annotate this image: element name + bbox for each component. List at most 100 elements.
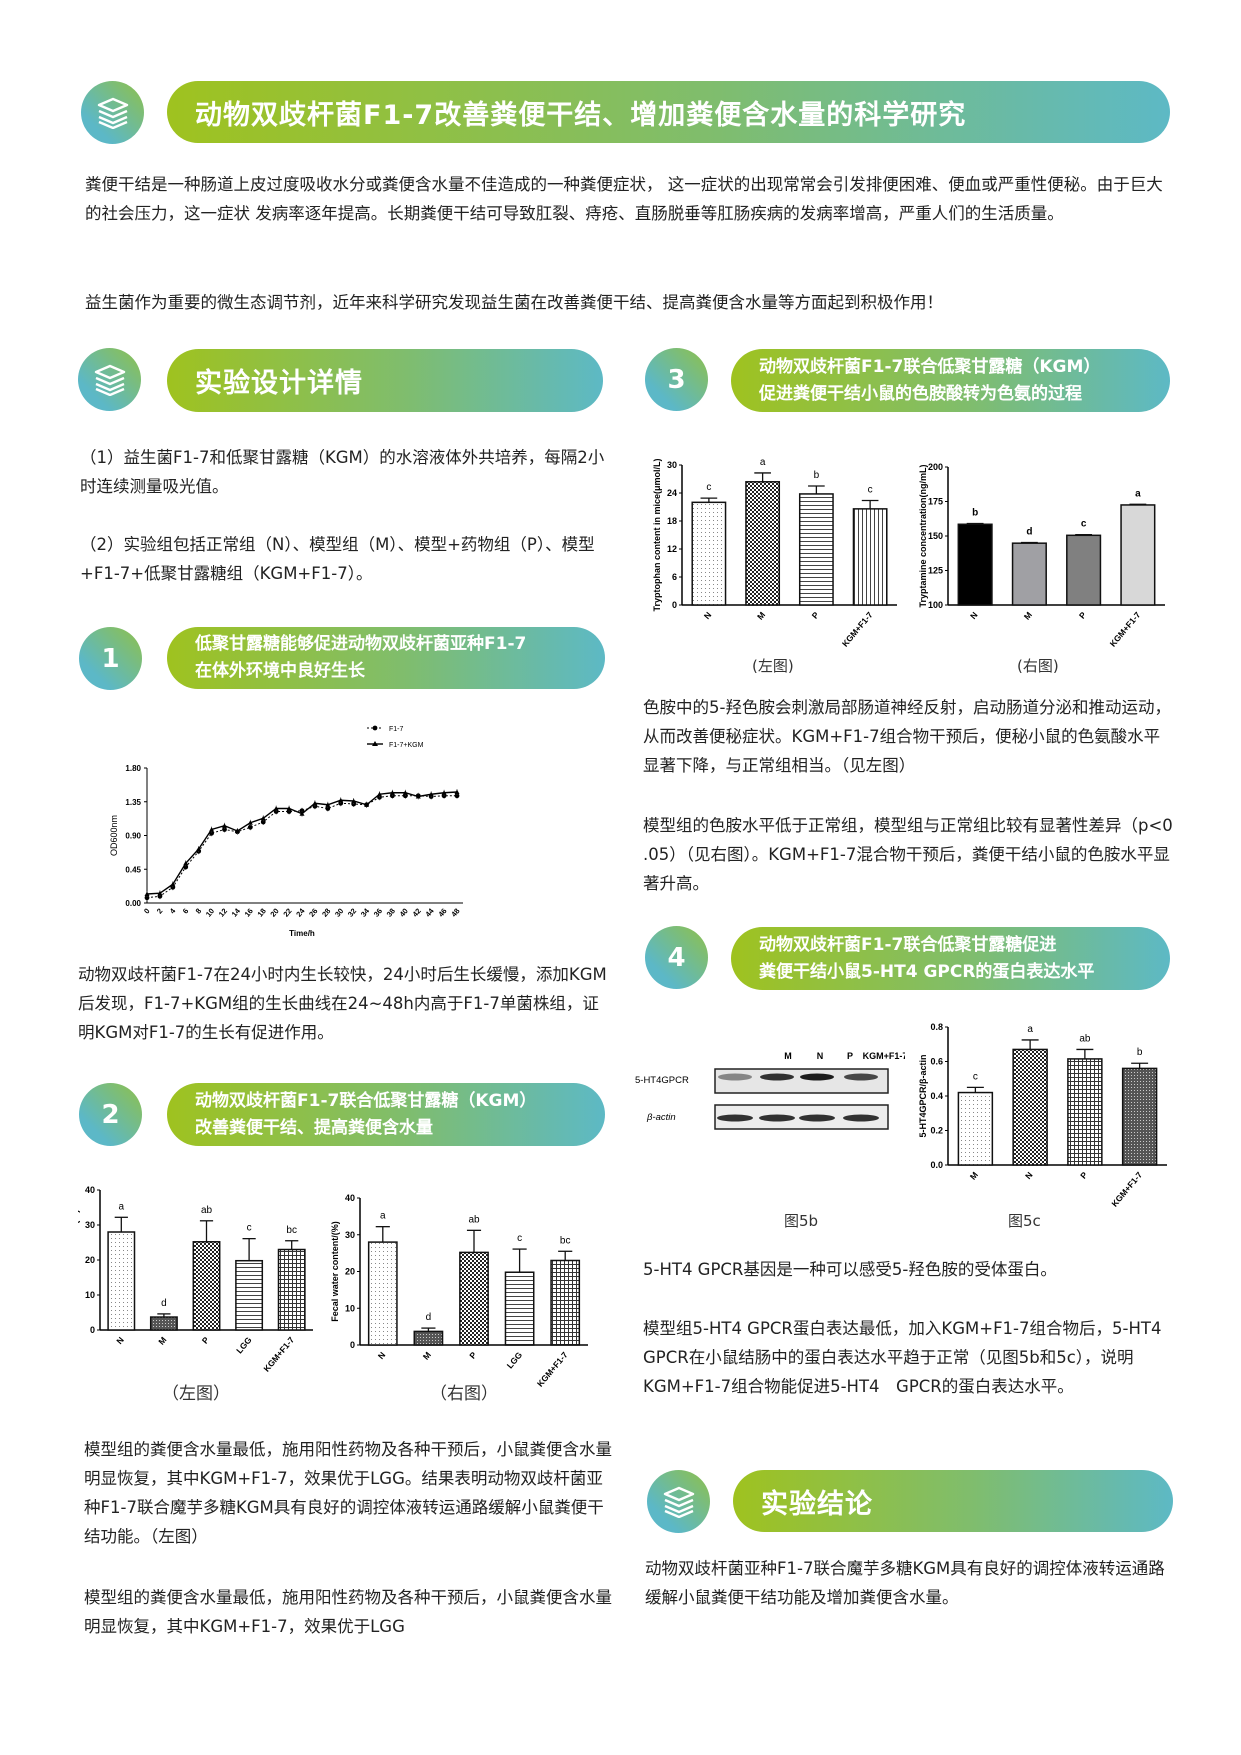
section4-title-line1: 动物双歧杆菌F1-7联合低聚甘露糖促进 (759, 934, 1057, 955)
x-tick-label: N (702, 610, 714, 621)
data-point (260, 819, 266, 825)
significance-letter: bc (560, 1235, 571, 1246)
bar (550, 1259, 581, 1346)
significance-letter: c (973, 1071, 978, 1082)
section3-number: 3 (645, 348, 708, 411)
y-tick-label: 10 (85, 1290, 95, 1300)
x-tick-label: N (376, 1350, 388, 1361)
bar (367, 1241, 398, 1346)
x-tick-label: KGM+F1-7 (535, 1350, 570, 1389)
bar (957, 1091, 994, 1166)
y-tick-label: 10 (345, 1303, 355, 1313)
x-tick-label: 6 (181, 907, 191, 916)
significance-letter: bc (286, 1225, 297, 1236)
actin-band (759, 1114, 795, 1122)
y-tick-label: 1.80 (125, 764, 141, 773)
x-tick-label: P (200, 1335, 212, 1346)
bar (1011, 542, 1047, 606)
conclusion-text: 动物双歧杆菌亚种F1-7联合魔芋多糖KGM具有良好的调控体液转运通路缓解小鼠粪便… (645, 1559, 1165, 1607)
tryptamine-caption: (右图) (1017, 657, 1059, 675)
bar (1121, 1067, 1158, 1166)
data-point (402, 790, 408, 795)
section1-title: 低聚甘露糖能够促进动物双歧杆菌亚种F1-7 在体外环境中良好生长 (167, 627, 605, 689)
data-point (351, 798, 357, 803)
significance-letter: ab (1079, 1033, 1091, 1044)
data-point (454, 793, 460, 799)
data-point (222, 823, 227, 828)
x-tick-label: KGM+F1-7 (1108, 610, 1143, 649)
x-tick-label: 48 (449, 907, 461, 919)
y-tick-label: 40 (345, 1193, 355, 1203)
x-tick-label: 34 (359, 906, 372, 919)
y-tick-label: 0 (90, 1325, 95, 1335)
bar (277, 1248, 306, 1331)
y-tick-label: 0.2 (930, 1126, 943, 1136)
bar (107, 1231, 136, 1331)
x-tick-label: 46 (436, 907, 448, 919)
x-tick-label: N (1023, 1170, 1035, 1181)
y-tick-label: 0.6 (930, 1057, 943, 1067)
lane-label: M (784, 1051, 792, 1061)
x-tick-label: KGM+F1-7 (261, 1335, 296, 1374)
section4-text-1: 5-HT4 GPCR基因是一种可以感受5-羟色胺的受体蛋白。 (643, 1260, 1057, 1279)
design-title: 实验设计详情 (167, 349, 603, 412)
significance-letter: a (1135, 488, 1141, 499)
gpcr-blot-box (714, 1068, 889, 1094)
x-tick-label: P (1077, 610, 1089, 621)
x-tick-label: 4 (168, 906, 178, 916)
design-item-1: （1）益生菌F1-7和低聚甘露糖（KGM）的水溶液体外共培养，每隔2小时连续测量… (80, 448, 605, 496)
design-icon-circle (78, 348, 141, 411)
significance-letter: b (1137, 1047, 1143, 1058)
data-point (247, 824, 253, 830)
tryptophan-caption: (左图) (752, 657, 794, 675)
bar (798, 493, 834, 606)
design-title-text: 实验设计详情 (195, 368, 363, 399)
significance-letter: c (706, 482, 711, 493)
actin-band (799, 1114, 835, 1122)
significance-letter: a (119, 1201, 125, 1212)
actin-row-label: β-actin (646, 1112, 676, 1123)
y-tick-label: 200 (928, 462, 943, 472)
data-point (273, 806, 279, 811)
conclusion-icon-circle (647, 1470, 710, 1533)
section1-title-line2: 在体外环境中良好生长 (195, 661, 365, 681)
y-tick-label: 20 (345, 1267, 355, 1277)
y-tick-label: 18 (667, 516, 677, 526)
x-tick-label: LGG (505, 1350, 525, 1371)
section1-title-line1: 低聚甘露糖能够促进动物双歧杆菌亚种F1-7 (195, 634, 527, 654)
y-tick-label: 6 (672, 572, 677, 582)
growth-curve-chart: 0.000.450.901.351.800 2 4 6 8 10 12 14 16 18 20 22 2… (109, 725, 463, 938)
y-axis-label: Tryptophan content in mice(μmol/L) (652, 458, 662, 611)
legend-label: F1-7+KGM (389, 742, 424, 749)
section2-title-line1: 动物双歧杆菌F1-7联合低聚甘露糖（KGM） (195, 1090, 537, 1111)
data-point (144, 895, 150, 901)
significance-letter: b (814, 470, 820, 481)
fig5b-caption: 图5b (784, 1212, 819, 1230)
data-point (312, 800, 318, 806)
y-axis-label: Tryptamine concentration(ng/mL) (918, 464, 928, 607)
y-tick-label: 20 (85, 1255, 95, 1265)
y-tick-label: 30 (85, 1220, 95, 1230)
significance-letter: a (760, 457, 766, 468)
x-tick-label: N (968, 610, 980, 621)
bar (957, 523, 993, 606)
y-tick-label: 0 (350, 1340, 355, 1350)
bar (192, 1241, 221, 1331)
y-tick-label: 1.35 (125, 798, 141, 807)
significance-letter: a (380, 1211, 386, 1222)
x-tick-label: 38 (385, 907, 397, 919)
x-tick-label: LGG (234, 1335, 254, 1356)
data-point (415, 794, 421, 799)
significance-letter: c (868, 484, 873, 495)
significance-letter: c (247, 1223, 252, 1234)
data-point (260, 815, 266, 821)
data-point (338, 797, 344, 803)
y-tick-label: 30 (667, 460, 677, 470)
y-axis-label: OD600nm (109, 815, 119, 856)
y-tick-label: 0.45 (125, 865, 141, 874)
y-axis-label: Fecal water content/(%) (78, 1210, 80, 1311)
data-point (364, 802, 370, 807)
x-tick-label: P (810, 610, 822, 621)
x-tick-label: 44 (423, 906, 436, 919)
